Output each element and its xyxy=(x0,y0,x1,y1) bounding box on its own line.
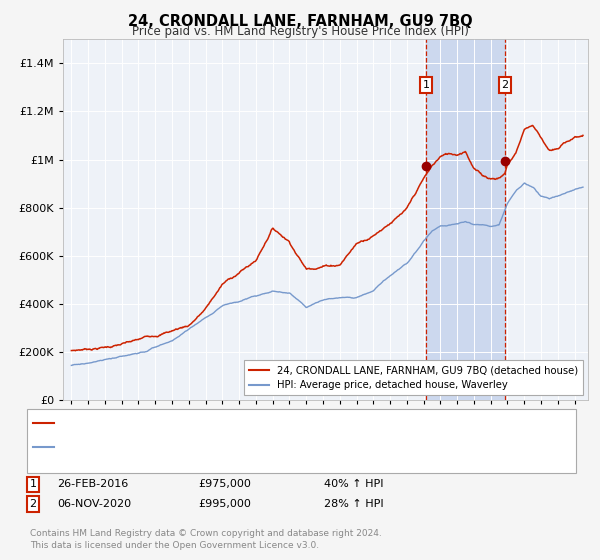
Text: £995,000: £995,000 xyxy=(198,499,251,509)
Bar xyxy=(426,39,505,400)
Text: 2: 2 xyxy=(29,499,37,509)
Text: 40% ↑ HPI: 40% ↑ HPI xyxy=(324,479,383,489)
Text: 1: 1 xyxy=(422,80,430,90)
Text: Contains HM Land Registry data © Crown copyright and database right 2024.
This d: Contains HM Land Registry data © Crown c… xyxy=(30,529,382,550)
Text: Price paid vs. HM Land Registry's House Price Index (HPI): Price paid vs. HM Land Registry's House … xyxy=(131,25,469,38)
Text: £975,000: £975,000 xyxy=(198,479,251,489)
Text: HPI: Average price, detached house, Waverley: HPI: Average price, detached house, Wave… xyxy=(60,442,301,451)
Text: 1: 1 xyxy=(29,479,37,489)
Text: 24, CRONDALL LANE, FARNHAM, GU9 7BQ: 24, CRONDALL LANE, FARNHAM, GU9 7BQ xyxy=(128,14,472,29)
Legend: 24, CRONDALL LANE, FARNHAM, GU9 7BQ (detached house), HPI: Average price, detach: 24, CRONDALL LANE, FARNHAM, GU9 7BQ (det… xyxy=(244,361,583,395)
Text: 26-FEB-2016: 26-FEB-2016 xyxy=(57,479,128,489)
Text: 06-NOV-2020: 06-NOV-2020 xyxy=(57,499,131,509)
Text: 24, CRONDALL LANE, FARNHAM, GU9 7BQ (detached house): 24, CRONDALL LANE, FARNHAM, GU9 7BQ (det… xyxy=(60,418,374,427)
Text: 28% ↑ HPI: 28% ↑ HPI xyxy=(324,499,383,509)
Text: 2: 2 xyxy=(502,80,509,90)
